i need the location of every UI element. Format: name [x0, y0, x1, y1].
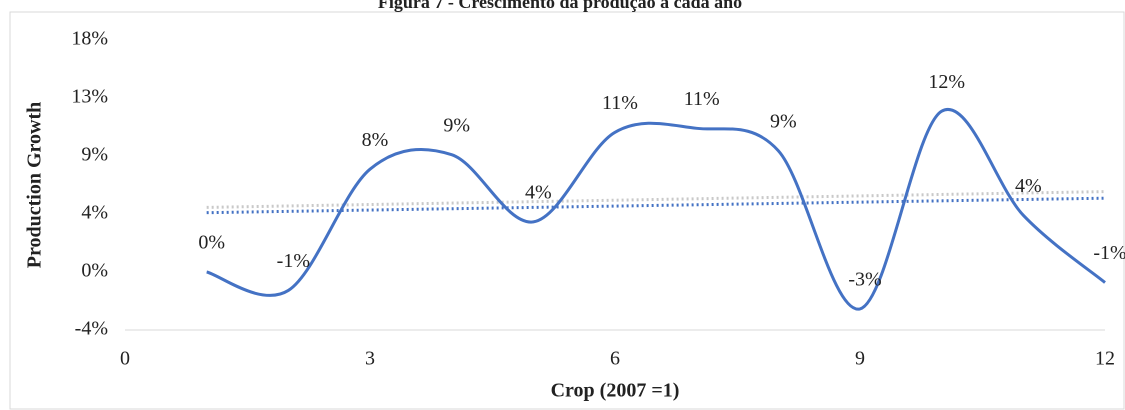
- chart-frame: [9, 11, 1125, 410]
- x-tick-label: 12: [1095, 348, 1115, 370]
- x-tick-label: 3: [365, 348, 375, 370]
- series-line: [206, 107, 1106, 311]
- data-label: 4%: [1015, 175, 1042, 197]
- y-tick-label: 4%: [81, 202, 108, 224]
- data-label: 11%: [602, 92, 638, 114]
- data-label: 4%: [525, 182, 552, 204]
- y-axis-label: Production Growth: [24, 102, 46, 269]
- trendline: [206, 190, 1106, 209]
- data-label: 11%: [684, 88, 720, 110]
- x-tick-label: 0: [120, 348, 130, 370]
- chart-title: Figura 7 - Crescimento da produção a cad…: [378, 0, 742, 12]
- y-tick-label: 9%: [81, 144, 108, 166]
- data-label: -1%: [277, 250, 310, 272]
- y-tick-label: -4%: [75, 318, 108, 340]
- data-label: -1%: [1093, 242, 1125, 264]
- y-tick-label: 0%: [81, 260, 108, 282]
- x-axis-label: Crop (2007 =1): [551, 380, 680, 402]
- y-tick-label: 13%: [71, 86, 108, 108]
- data-label: -3%: [848, 269, 881, 291]
- x-tick-label: 6: [610, 348, 620, 370]
- data-label: 12%: [928, 71, 965, 93]
- data-label: 9%: [770, 110, 797, 132]
- data-label: 8%: [362, 129, 389, 151]
- data-label: 9%: [443, 114, 470, 136]
- y-tick-label: 18%: [71, 28, 108, 50]
- data-label: 0%: [198, 232, 225, 254]
- x-tick-label: 9: [855, 348, 865, 370]
